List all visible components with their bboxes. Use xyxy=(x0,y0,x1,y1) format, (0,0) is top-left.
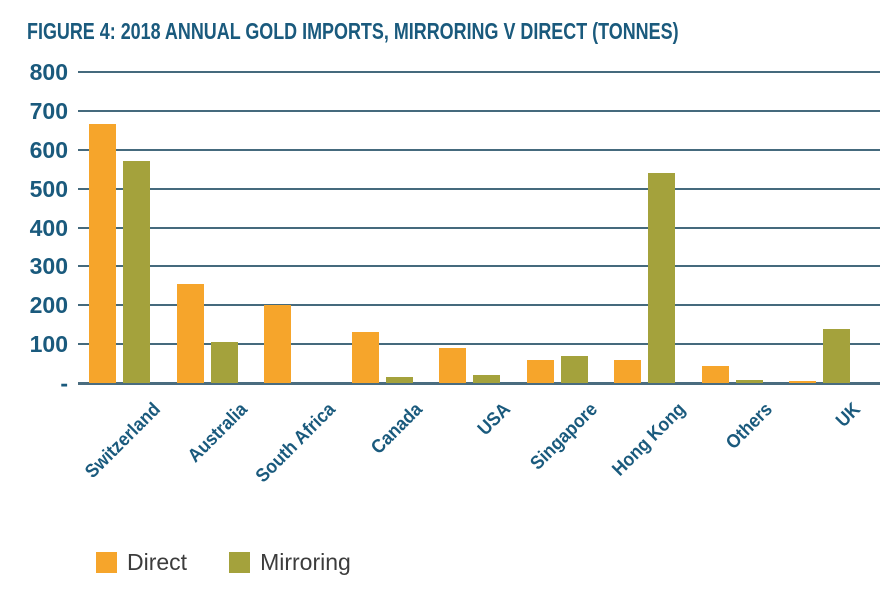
x-axis-category-label-others: Others xyxy=(722,399,777,454)
gridline-100 xyxy=(78,343,880,346)
bar-switzerland-mirroring xyxy=(123,161,150,383)
bar-others-direct xyxy=(701,366,729,383)
y-axis-tick-label-400: 400 xyxy=(29,214,68,241)
x-axis-category-label-singapore: Singapore xyxy=(526,399,602,475)
gridline-800 xyxy=(78,71,880,73)
bar-usa-direct xyxy=(439,348,466,383)
bar-australia-mirroring xyxy=(210,342,238,383)
legend-swatch-direct-icon xyxy=(96,552,117,573)
gridline-400 xyxy=(78,226,880,229)
legend-swatch-mirroring-icon xyxy=(229,552,251,573)
x-axis-category-label-uk: UK xyxy=(831,399,865,432)
y-axis-tick-label-600: 600 xyxy=(29,136,68,163)
legend: Direct Mirroring xyxy=(96,549,393,576)
x-axis-baseline xyxy=(78,382,880,385)
gridline-200 xyxy=(78,304,880,307)
legend-item-mirroring: Mirroring xyxy=(229,549,351,576)
x-axis-category-label-switzerland: Switzerland xyxy=(80,399,165,483)
bar-hong-kong-direct xyxy=(614,360,641,383)
bar-singapore-mirroring xyxy=(560,356,588,383)
y-axis-tick-label-800: 800 xyxy=(29,59,68,85)
bar-australia-direct xyxy=(176,284,204,383)
x-axis-category-label-australia: Australia xyxy=(184,399,252,467)
bar-others-mirroring xyxy=(735,380,763,383)
bar-south-africa-direct xyxy=(264,305,291,383)
legend-item-direct: Direct xyxy=(96,549,187,576)
bar-uk-mirroring xyxy=(823,329,850,383)
bar-singapore-direct xyxy=(526,360,554,383)
y-axis-tick-label-200: 200 xyxy=(29,292,68,319)
gridline-300 xyxy=(78,265,880,268)
y-axis-tick-label-100: 100 xyxy=(29,331,68,358)
legend-label-mirroring: Mirroring xyxy=(260,549,351,575)
bar-uk-direct xyxy=(789,381,816,383)
y-axis-tick-label-500: 500 xyxy=(29,175,68,202)
x-axis-category-label-south-africa: South Africa xyxy=(251,399,340,487)
figure-title: FIGURE 4: 2018 ANNUAL GOLD IMPORTS, MIRR… xyxy=(27,18,679,44)
x-axis-category-label-canada: Canada xyxy=(367,399,427,459)
gridline-700 xyxy=(78,109,880,112)
bar-canada-mirroring xyxy=(385,377,413,383)
x-axis-category-label-hong-kong: Hong Kong xyxy=(607,399,690,481)
bar-switzerland-direct xyxy=(89,124,116,383)
bar-hong-kong-mirroring xyxy=(648,173,675,383)
legend-label-direct: Direct xyxy=(127,549,188,575)
y-axis-tick-label-0: - xyxy=(60,370,68,396)
x-axis-category-label-usa: USA xyxy=(473,399,515,440)
bar-usa-mirroring xyxy=(473,375,500,383)
gridline-500 xyxy=(78,187,880,190)
y-axis-tick-label-300: 300 xyxy=(29,253,68,280)
gridline-600 xyxy=(78,148,880,151)
y-axis-tick-label-700: 700 xyxy=(29,97,68,124)
bar-canada-direct xyxy=(351,332,379,383)
